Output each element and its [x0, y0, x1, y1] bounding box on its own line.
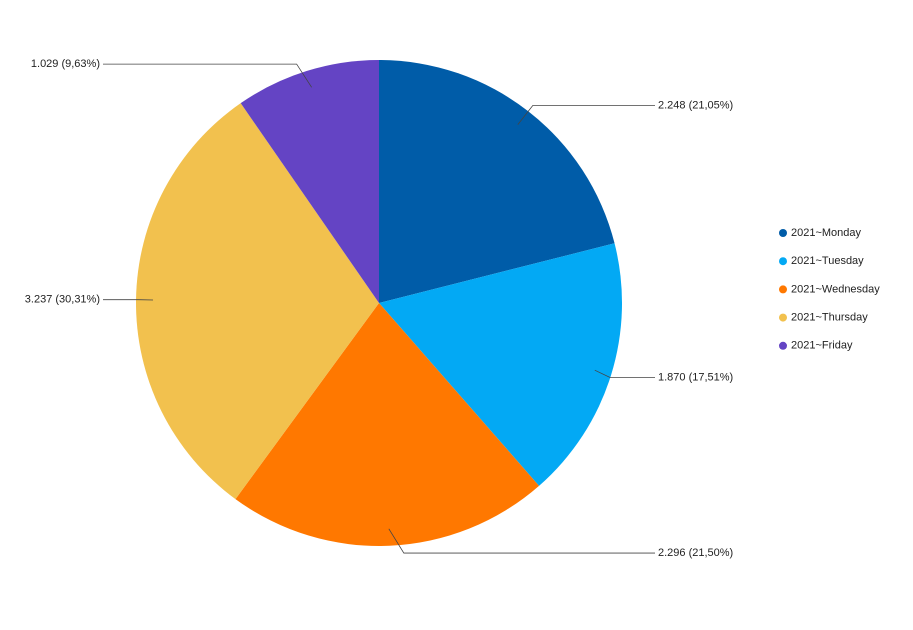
legend-label: 2021~Tuesday: [791, 255, 864, 267]
legend-marker: [779, 257, 787, 266]
legend-label: 2021~Monday: [791, 227, 862, 239]
data-label: 1.029 (9,63%): [31, 58, 100, 70]
legend-marker: [779, 285, 787, 294]
legend-label: 2021~Wednesday: [791, 283, 880, 295]
pie-slice: [135, 103, 379, 500]
leader-line: [388, 528, 655, 554]
leader-line: [103, 63, 312, 88]
leader-line: [517, 105, 655, 125]
legend-label: 2021~Thursday: [791, 312, 868, 324]
pie-slice: [235, 303, 540, 546]
pie-slice: [379, 60, 615, 303]
legend-label: 2021~Friday: [791, 340, 853, 352]
legend-marker: [779, 341, 787, 350]
data-label: 2.296 (21,50%): [658, 547, 733, 559]
legend-marker: [779, 313, 787, 322]
pie-slice: [240, 60, 379, 303]
data-label: 3.237 (30,31%): [25, 294, 100, 306]
pie-slice: [379, 243, 623, 486]
data-label: 2.248 (21,05%): [658, 99, 733, 111]
data-label: 1.870 (17,51%): [658, 371, 733, 383]
leader-line: [594, 369, 655, 378]
legend-marker: [779, 229, 787, 237]
